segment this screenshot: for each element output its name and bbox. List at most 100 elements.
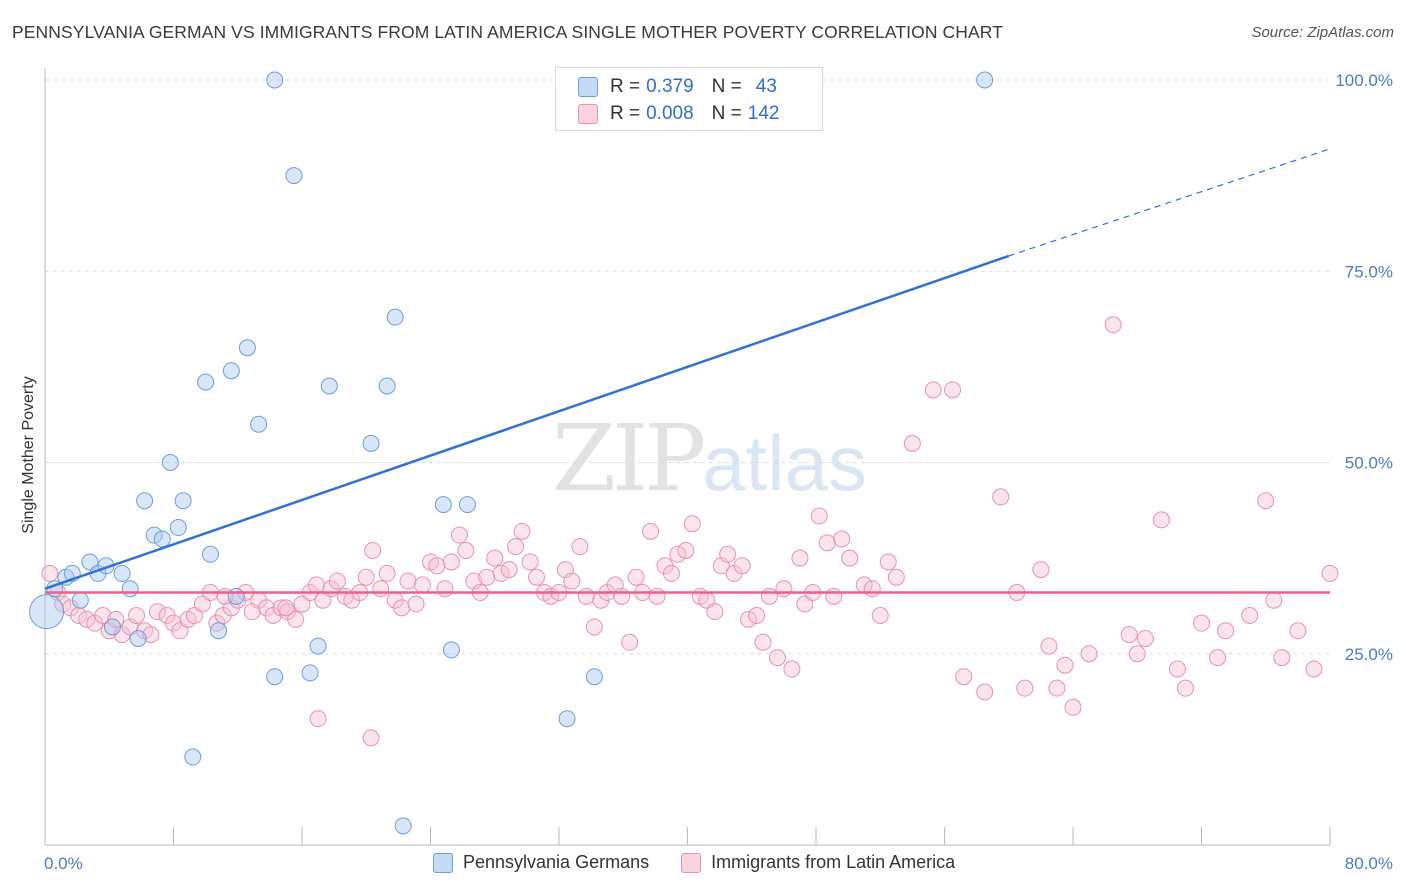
data-point-latin-america [362, 729, 380, 747]
data-point-latin-america [148, 603, 166, 621]
data-point-latin-america [1265, 591, 1283, 609]
data-point-pennsylvania-germans [71, 591, 89, 609]
legend-n-label: N = [711, 103, 742, 124]
data-point-latin-america [513, 522, 531, 540]
legend-swatch-blue [433, 852, 453, 873]
data-point-latin-america [992, 488, 1010, 506]
legend-n-value: 142 [747, 103, 780, 124]
data-point-pennsylvania-germans [129, 629, 147, 647]
data-point-latin-america [442, 553, 460, 571]
data-point-latin-america [863, 580, 881, 598]
data-point-latin-america [833, 530, 851, 548]
data-point-latin-america [307, 576, 325, 594]
data-point-latin-america [328, 572, 346, 590]
data-point-latin-america [887, 568, 905, 586]
data-point-latin-america [1305, 660, 1323, 678]
data-point-pennsylvania-germans [174, 492, 192, 510]
data-point-latin-america [357, 568, 375, 586]
data-point-latin-america [428, 557, 446, 575]
data-point-pennsylvania-germans [386, 308, 404, 326]
data-point-pennsylvania-germans [301, 664, 319, 682]
axes [44, 68, 1331, 846]
data-point-latin-america [775, 580, 793, 598]
data-point-pennsylvania-germans [161, 454, 179, 471]
y-tick-label: 100.0% [1335, 71, 1393, 90]
data-point-latin-america [407, 595, 425, 613]
data-point-latin-america [413, 576, 431, 594]
data-point-pennsylvania-germans [197, 373, 215, 391]
correlation-legend: R = 0.379 N = 43 R = 0.008 N = 142 [555, 67, 823, 131]
y-axis-label: Single Mother Poverty [20, 376, 37, 533]
data-point-latin-america [378, 564, 396, 582]
data-point-pennsylvania-germans [585, 668, 603, 686]
data-point-latin-america [1273, 649, 1291, 667]
legend-r-value: 0.379 [646, 76, 694, 97]
data-point-latin-america [841, 549, 859, 567]
data-point-latin-america [924, 381, 942, 399]
trend-lines [44, 148, 1331, 594]
data-point-latin-america [683, 515, 701, 533]
legend-label-latin-america: Immigrants from Latin America [711, 852, 956, 872]
data-point-latin-america [748, 607, 766, 624]
legend-swatch-pink [578, 104, 598, 124]
data-point-latin-america [1032, 561, 1050, 579]
data-point-latin-america [277, 599, 295, 617]
data-point-pennsylvania-germans [458, 496, 476, 514]
data-point-latin-america [677, 541, 695, 559]
data-point-latin-america [577, 587, 595, 605]
data-point-latin-america [955, 668, 973, 686]
legend-item-pennsylvania-germans: Pennsylvania Germans [433, 852, 649, 873]
data-point-pennsylvania-germans [184, 748, 202, 766]
data-point-latin-america [791, 549, 809, 567]
data-point-latin-america [486, 549, 504, 567]
data-point-latin-america [478, 568, 496, 586]
data-point-latin-america [1289, 622, 1307, 640]
data-point-latin-america [94, 607, 112, 624]
data-point-latin-america [372, 580, 390, 598]
data-point-latin-america [399, 572, 417, 590]
data-point-latin-america [627, 568, 645, 586]
data-point-latin-america [706, 603, 724, 621]
data-point-latin-america [1193, 614, 1210, 632]
data-point-latin-america [364, 541, 382, 559]
legend-n-label: N = [711, 76, 742, 97]
data-point-latin-america [507, 538, 525, 556]
data-point-latin-america [1056, 656, 1074, 674]
data-point-latin-america [1257, 492, 1275, 510]
data-point-pennsylvania-germans [238, 339, 256, 357]
x-tick-label: 0.0% [44, 854, 83, 873]
watermark-zip: ZIP [552, 405, 706, 512]
data-point-pennsylvania-germans [309, 637, 327, 655]
data-point-pennsylvania-germans [434, 496, 452, 514]
data-point-pennsylvania-germans [201, 545, 219, 563]
data-point-pennsylvania-germans [250, 415, 268, 433]
data-point-latin-america [1128, 645, 1146, 663]
data-point-latin-america [903, 434, 921, 452]
data-point-latin-america [500, 561, 518, 579]
source-label: Source: ZipAtlas.com [1251, 24, 1394, 41]
data-point-latin-america [1040, 637, 1058, 655]
data-point-latin-america [944, 381, 962, 399]
data-point-pennsylvania-germans [362, 434, 380, 452]
data-point-latin-america [613, 587, 631, 605]
data-point-latin-america [879, 553, 897, 571]
data-point-pennsylvania-germans [121, 580, 139, 598]
series-legend: Pennsylvania Germans Immigrants from Lat… [433, 852, 987, 873]
trend-line-projection [1008, 148, 1331, 257]
data-point-pennsylvania-germans [285, 167, 303, 185]
data-point-pennsylvania-germans [153, 530, 171, 548]
data-point-pennsylvania-germans [442, 641, 460, 659]
legend-label-pennsylvania-germans: Pennsylvania Germans [463, 852, 650, 872]
data-point-latin-america [669, 545, 687, 563]
data-point-pennsylvania-germans [222, 362, 240, 380]
data-point-latin-america [1064, 698, 1082, 716]
data-point-latin-america [142, 626, 160, 644]
data-point-latin-america [436, 580, 454, 598]
y-tick-label: 50.0% [1345, 454, 1393, 473]
legend-row-pink: R = 0.008 N = 142 [578, 100, 779, 128]
data-point-latin-america [571, 538, 589, 556]
data-point-pennsylvania-germans [266, 668, 284, 686]
data-point-pennsylvania-germans [113, 564, 131, 582]
data-point-pennsylvania-germans [378, 377, 396, 395]
